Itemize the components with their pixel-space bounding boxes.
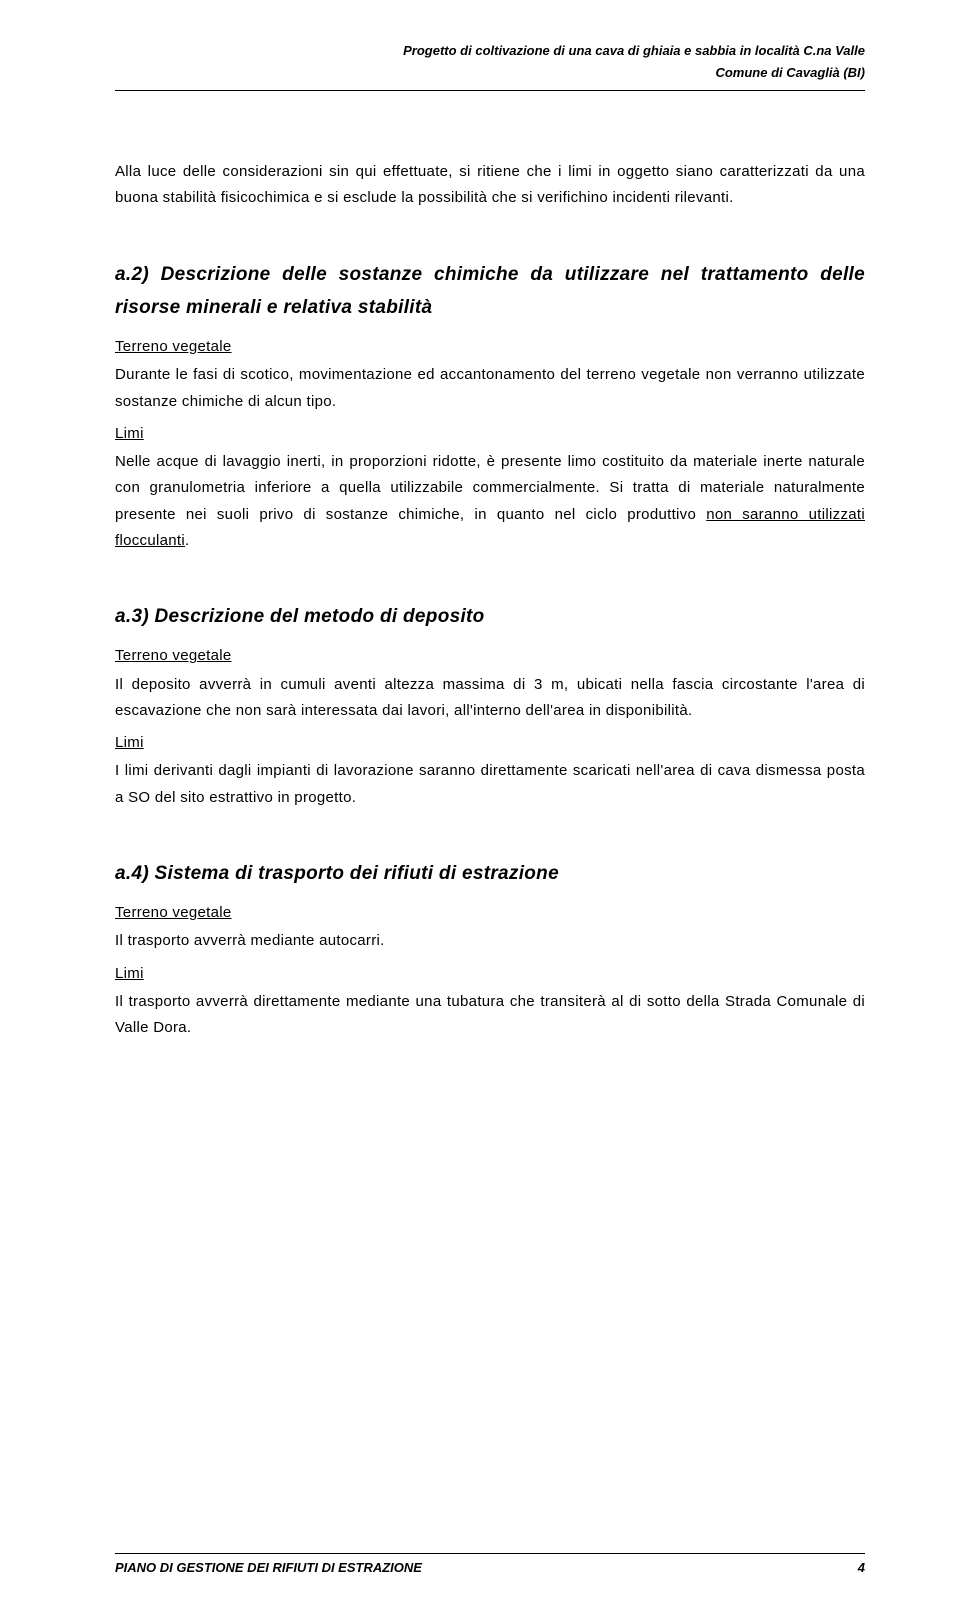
section-a3-heading: a.3) Descrizione del metodo di deposito — [115, 600, 865, 633]
section-a2-p1: Durante le fasi di scotico, movimentazio… — [115, 362, 865, 415]
footer-row: PIANO DI GESTIONE DEI RIFIUTI DI ESTRAZI… — [115, 1560, 865, 1575]
page-header: Progetto di coltivazione di una cava di … — [115, 40, 865, 91]
footer-title: PIANO DI GESTIONE DEI RIFIUTI DI ESTRAZI… — [115, 1560, 422, 1575]
document-page: Progetto di coltivazione di una cava di … — [0, 0, 960, 1615]
section-a2-sub1: Terreno vegetale — [115, 334, 865, 360]
intro-paragraph: Alla luce delle considerazioni sin qui e… — [115, 159, 865, 212]
section-a2-p2: Nelle acque di lavaggio inerti, in propo… — [115, 449, 865, 554]
footer-page-number: 4 — [858, 1560, 865, 1575]
section-a4-p1: Il trasporto avverrà mediante autocarri. — [115, 928, 865, 954]
page-footer: PIANO DI GESTIONE DEI RIFIUTI DI ESTRAZI… — [115, 1553, 865, 1575]
section-a4-heading: a.4) Sistema di trasporto dei rifiuti di… — [115, 857, 865, 890]
header-line-1: Progetto di coltivazione di una cava di … — [115, 40, 865, 62]
section-a4-sub1: Terreno vegetale — [115, 900, 865, 926]
section-a2-p2b: . — [185, 532, 189, 549]
section-a3-p2: I limi derivanti dagli impianti di lavor… — [115, 758, 865, 811]
section-a3-sub1: Terreno vegetale — [115, 643, 865, 669]
document-body: Alla luce delle considerazioni sin qui e… — [115, 159, 865, 1041]
section-a3-sub2: Limi — [115, 730, 865, 756]
header-rule — [115, 90, 865, 91]
section-a3-p1: Il deposito avverrà in cumuli aventi alt… — [115, 672, 865, 725]
section-a2-sub2: Limi — [115, 421, 865, 447]
header-line-2: Comune di Cavaglià (BI) — [115, 62, 865, 84]
section-a4-p2: Il trasporto avverrà direttamente median… — [115, 989, 865, 1042]
footer-rule — [115, 1553, 865, 1554]
section-a4-sub2: Limi — [115, 961, 865, 987]
section-a2-heading: a.2) Descrizione delle sostanze chimiche… — [115, 258, 865, 325]
